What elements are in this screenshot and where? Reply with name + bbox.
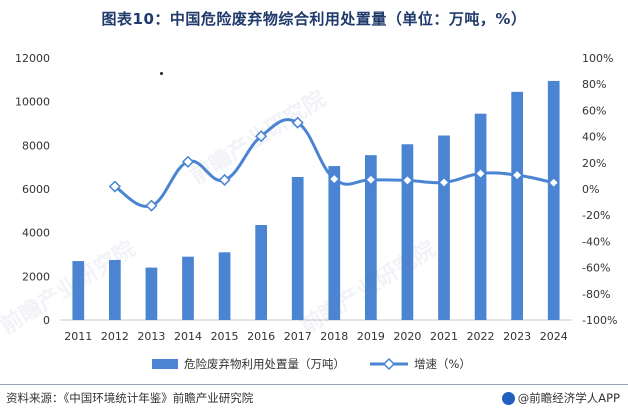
bar bbox=[182, 256, 194, 320]
growth-point bbox=[511, 169, 524, 182]
legend-bar-label: 危险废弃物利用处置量（万吨） bbox=[184, 357, 345, 371]
x-axis-tick-label: 2011 bbox=[64, 330, 92, 343]
growth-point bbox=[328, 172, 341, 186]
growth-point bbox=[255, 130, 268, 143]
growth-point bbox=[108, 180, 121, 193]
x-axis-tick-label: 2024 bbox=[540, 330, 568, 343]
bar bbox=[255, 225, 267, 320]
right-axis-tick-label: -60% bbox=[582, 262, 610, 275]
brand-text: @前瞻经济学人APP bbox=[517, 391, 620, 405]
bar bbox=[109, 259, 121, 320]
growth-point bbox=[181, 155, 195, 168]
bar bbox=[145, 267, 158, 320]
right-axis-tick-label: -100% bbox=[582, 314, 617, 327]
growth-point bbox=[474, 167, 487, 180]
bar bbox=[328, 166, 341, 320]
bar bbox=[365, 155, 377, 320]
legend-line-marker bbox=[382, 357, 396, 371]
chart-title: 图表10：中国危险废弃物综合利用处置量（单位：万吨，%） bbox=[101, 10, 527, 28]
source-note: 资料来源：《中国环境统计年鉴》前瞻产业研究院 bbox=[6, 391, 254, 405]
x-axis-tick-label: 2022 bbox=[467, 330, 495, 343]
growth-point bbox=[401, 174, 414, 187]
right-axis-tick-label: 20% bbox=[582, 157, 606, 170]
x-axis-tick-label: 2014 bbox=[174, 330, 202, 343]
bar bbox=[401, 144, 414, 320]
x-axis-tick-label: 2012 bbox=[101, 330, 129, 343]
x-axis-tick-label: 2017 bbox=[284, 330, 312, 343]
combo-chart: 0 2000 4000 6000 8000 10000 12000 -100% -80% -60%… bbox=[15, 52, 617, 371]
growth-point bbox=[145, 199, 158, 212]
bar bbox=[438, 135, 450, 320]
right-axis-tick-label: 80% bbox=[582, 78, 606, 91]
left-axis-tick-label: 12000 bbox=[15, 52, 50, 65]
growth-point bbox=[547, 176, 560, 189]
x-axis-tick-label: 2020 bbox=[393, 330, 421, 343]
bar bbox=[547, 80, 560, 320]
legend-bar-swatch bbox=[152, 359, 178, 369]
legend-line-label: 增速（%） bbox=[414, 357, 471, 371]
left-axis-tick-label: 6000 bbox=[22, 183, 50, 196]
x-axis-tick-label: 2015 bbox=[211, 330, 239, 343]
bar bbox=[218, 252, 231, 320]
brand-logo-icon bbox=[501, 391, 515, 405]
right-axis-tick-label: 60% bbox=[582, 104, 606, 117]
growth-point bbox=[291, 116, 304, 129]
x-axis-tick-label: 2021 bbox=[430, 330, 458, 343]
right-axis-tick-label: -40% bbox=[582, 235, 610, 248]
left-axis-tick-label: 8000 bbox=[22, 139, 50, 152]
x-axis-tick-label: 2016 bbox=[247, 330, 275, 343]
left-axis-tick-label: 10000 bbox=[15, 96, 50, 109]
bar bbox=[72, 261, 85, 320]
growth-point bbox=[437, 176, 451, 189]
left-axis-tick-label: 0 bbox=[43, 314, 50, 327]
brand-mark: @前瞻经济学人APP bbox=[501, 390, 620, 406]
x-axis-tick-label: 2019 bbox=[357, 330, 385, 343]
bar bbox=[511, 91, 523, 320]
bar bbox=[474, 113, 487, 320]
right-axis-tick-label: 0% bbox=[582, 183, 599, 196]
right-axis-tick-label: 100% bbox=[582, 52, 613, 65]
right-axis-tick-label: -20% bbox=[582, 209, 610, 222]
x-axis-tick-label: 2023 bbox=[503, 330, 531, 343]
stray-dot bbox=[160, 72, 163, 75]
x-axis-tick-label: 2018 bbox=[320, 330, 348, 343]
x-axis-tick-label: 2013 bbox=[137, 330, 165, 343]
left-axis-tick-label: 2000 bbox=[22, 270, 50, 283]
growth-point bbox=[364, 173, 377, 186]
left-axis-tick-label: 4000 bbox=[22, 227, 50, 240]
bar bbox=[291, 176, 304, 320]
footer-divider bbox=[0, 384, 628, 385]
right-axis-tick-label: -80% bbox=[582, 288, 610, 301]
right-axis-tick-label: 40% bbox=[582, 131, 606, 144]
growth-point bbox=[218, 173, 231, 187]
